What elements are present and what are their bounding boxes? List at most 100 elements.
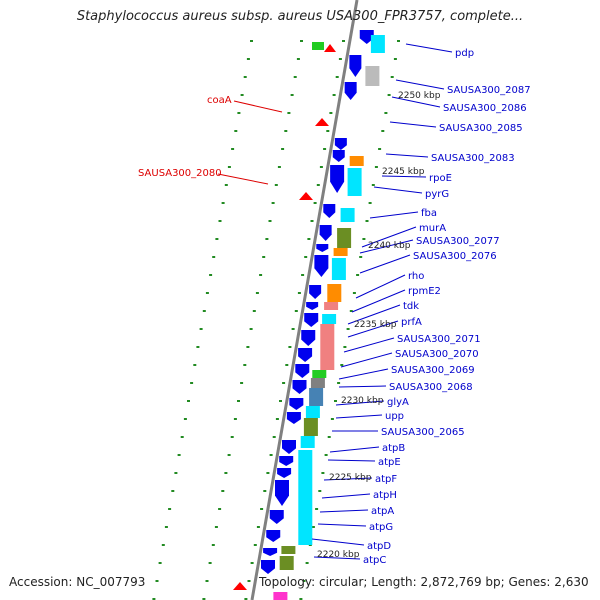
forward-gene-arrow xyxy=(286,412,301,424)
green-dot-track-middle xyxy=(211,544,215,546)
gene-feature-block xyxy=(281,546,296,554)
green-dot-track-right xyxy=(327,436,331,438)
green-dot-track-right xyxy=(324,454,328,456)
green-dot-track-right xyxy=(390,76,394,78)
gene-label-sausa300_2069: SAUSA300_2069 xyxy=(391,365,475,376)
green-dot-track-outer xyxy=(174,472,178,474)
gene-label-sausa300_2065: SAUSA300_2065 xyxy=(381,427,465,438)
leader-line xyxy=(359,254,411,274)
gene-label-sausa300_2071: SAUSA300_2071 xyxy=(397,334,481,345)
gene-feature-block xyxy=(349,156,364,166)
gene-feature-block xyxy=(312,370,327,378)
green-dot-track-inner xyxy=(294,310,298,312)
green-dot-track-middle xyxy=(227,454,231,456)
scale-label: 2230 kbp xyxy=(341,396,384,406)
green-dot-track-middle xyxy=(249,328,253,330)
forward-gene-arrow xyxy=(334,138,347,150)
green-dot-track-inner xyxy=(288,346,292,348)
green-dot-track-right xyxy=(387,94,391,96)
leader-line xyxy=(335,414,383,419)
gene-feature-block xyxy=(340,208,355,222)
reverse-gene-arrow xyxy=(315,118,329,126)
forward-gene-arrow xyxy=(330,165,345,193)
green-dot-track-outer xyxy=(183,418,187,420)
gene-feature-block xyxy=(320,324,335,370)
green-dot-track-inner xyxy=(319,166,323,168)
gene-feature-block xyxy=(333,248,348,256)
green-dot-track-outer xyxy=(240,94,244,96)
gene-label-atpf: atpF xyxy=(375,474,397,485)
green-dot-track-inner xyxy=(247,580,251,582)
green-dot-track-outer xyxy=(193,364,197,366)
green-dot-track-middle xyxy=(290,94,294,96)
gene-feature-block xyxy=(303,418,318,436)
green-dot-track-inner xyxy=(269,454,273,456)
gene-feature-block xyxy=(327,284,342,302)
green-dot-track-middle xyxy=(218,508,222,510)
leader-line xyxy=(317,523,367,527)
leader-line xyxy=(313,556,361,560)
forward-gene-arrow xyxy=(314,255,329,277)
green-dot-track-outer xyxy=(231,148,235,150)
green-dot-track-middle xyxy=(202,598,206,600)
green-dot-track-outer xyxy=(158,562,162,564)
green-dot-track-inner xyxy=(310,220,314,222)
forward-gene-arrow xyxy=(359,30,374,44)
gene-label-mura: murA xyxy=(419,223,446,234)
green-dot-track-middle xyxy=(208,562,212,564)
gene-feature-block xyxy=(298,450,313,545)
leader-line xyxy=(319,509,369,513)
green-dot-track-outer xyxy=(227,166,231,168)
gene-feature-block xyxy=(310,378,325,388)
green-dot-track-outer xyxy=(202,310,206,312)
green-dot-track-inner xyxy=(279,400,282,402)
green-dot-track-inner xyxy=(253,544,257,546)
scale-label: 2245 kbp xyxy=(382,167,425,177)
leader-line xyxy=(347,304,401,325)
gene-label-prfa: prfA xyxy=(401,317,422,328)
forward-gene-arrow xyxy=(266,530,281,542)
forward-gene-arrow xyxy=(263,548,278,556)
green-dot-track-outer xyxy=(224,184,228,186)
forward-gene-arrow xyxy=(304,313,319,327)
green-dot-track-outer xyxy=(155,580,159,582)
leader-line xyxy=(395,79,445,90)
gene-label-sausa300_2077: SAUSA300_2077 xyxy=(416,236,500,247)
green-dot-track-inner xyxy=(332,94,336,96)
green-dot-track-outer xyxy=(171,490,175,492)
green-dot-track-outer xyxy=(234,130,238,132)
green-dot-track-middle xyxy=(252,310,256,312)
green-dot-track-right xyxy=(349,310,353,312)
green-dot-track-outer xyxy=(180,436,184,438)
forward-gene-arrow xyxy=(309,285,322,299)
leader-line xyxy=(340,352,393,368)
green-dot-track-middle xyxy=(243,364,247,366)
gene-label-sausa300_2076: SAUSA300_2076 xyxy=(413,251,497,262)
gene-label-sausa300_2068: SAUSA300_2068 xyxy=(389,382,473,393)
green-dot-track-outer xyxy=(243,76,247,78)
gene-label-upp: upp xyxy=(385,411,404,422)
green-dot-track-inner xyxy=(256,526,260,528)
green-dot-track-inner xyxy=(250,562,254,564)
green-dot-track-right xyxy=(343,346,347,348)
green-dot-track-middle xyxy=(287,112,291,114)
green-dot-track-right xyxy=(330,418,334,420)
green-dot-track-middle xyxy=(240,382,244,384)
green-dot-track-outer xyxy=(199,328,203,330)
green-dot-track-middle xyxy=(284,130,288,132)
green-dot-track-right xyxy=(302,580,306,582)
green-dot-track-outer xyxy=(168,508,172,510)
gene-feature-block xyxy=(305,406,320,418)
green-dot-track-middle xyxy=(300,40,303,42)
gene-feature-block xyxy=(300,436,315,448)
gene-feature-block xyxy=(273,592,288,600)
leader-line xyxy=(335,400,385,406)
gene-label-coaa: coaA xyxy=(207,95,232,106)
leader-line xyxy=(321,493,371,499)
green-dot-track-outer xyxy=(164,526,168,528)
green-dot-track-right xyxy=(365,220,369,222)
reverse-gene-arrow xyxy=(299,192,313,200)
green-dot-track-right xyxy=(340,364,344,366)
green-dot-track-right xyxy=(374,166,378,168)
leader-line xyxy=(359,239,414,254)
